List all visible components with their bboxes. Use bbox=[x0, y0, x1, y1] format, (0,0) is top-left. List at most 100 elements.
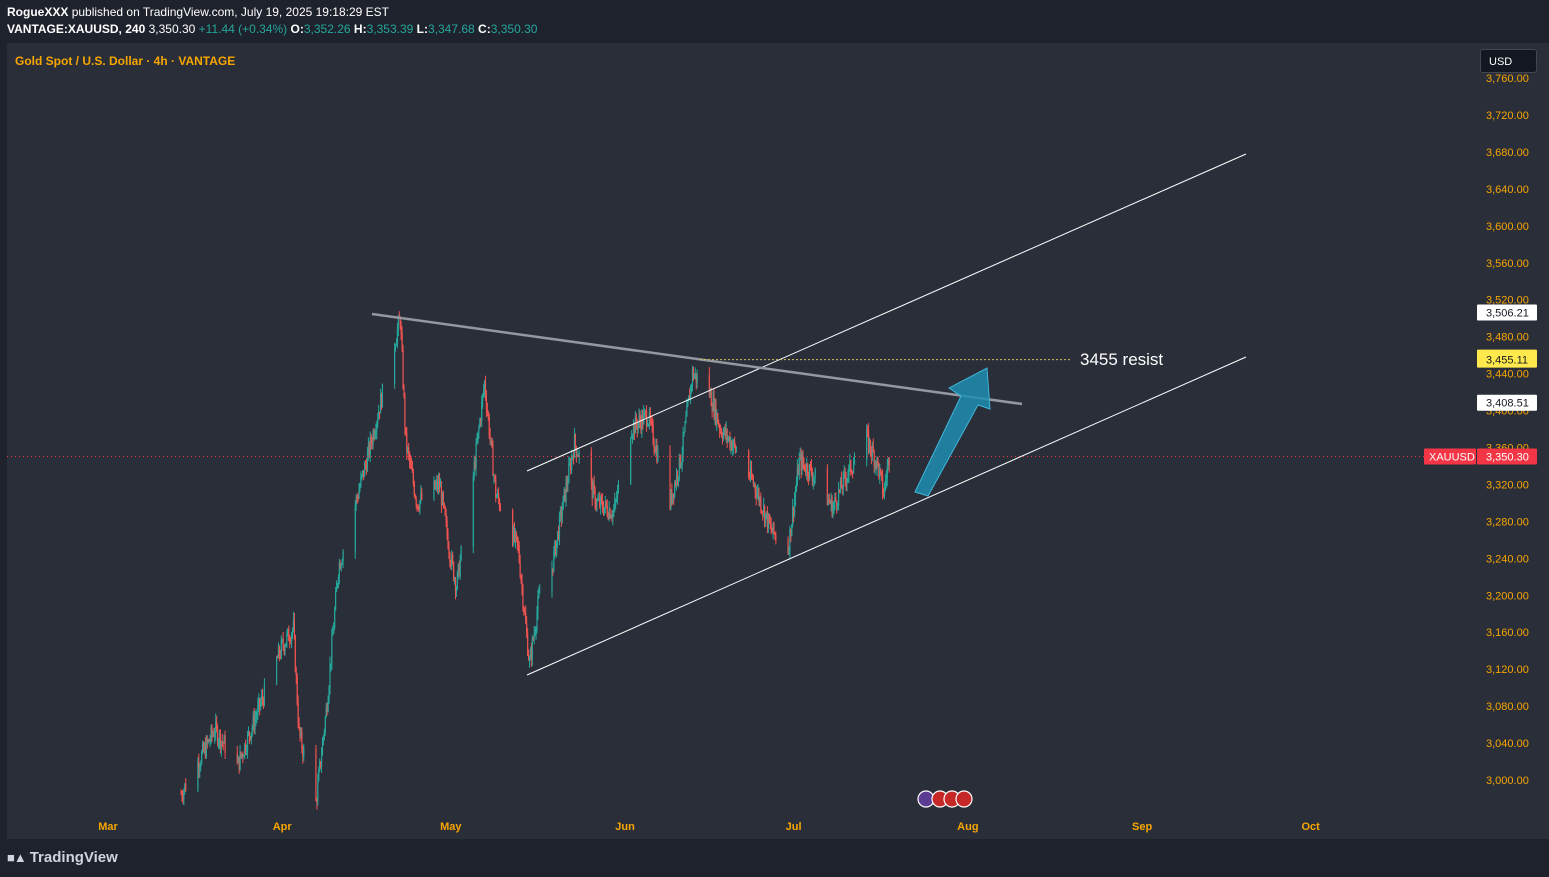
candle-body bbox=[335, 591, 337, 610]
candle-body bbox=[805, 470, 807, 474]
candle-body bbox=[577, 455, 579, 458]
chart-pane[interactable] bbox=[7, 43, 1477, 839]
candle-body bbox=[600, 496, 602, 507]
x-tick-label: Jul bbox=[786, 821, 802, 833]
candle-body bbox=[640, 421, 642, 431]
last-price-header: 3,350.30 bbox=[148, 22, 196, 36]
candle-body bbox=[599, 498, 601, 507]
candle-body bbox=[475, 443, 477, 468]
candle-body bbox=[185, 783, 187, 791]
candle-body bbox=[559, 510, 562, 515]
candle-body bbox=[377, 418, 379, 423]
candle-body bbox=[728, 437, 730, 439]
candle-body bbox=[405, 427, 407, 434]
candle-body bbox=[809, 464, 812, 466]
open-label: O: bbox=[290, 22, 304, 36]
candle-body bbox=[734, 445, 737, 452]
candle-body bbox=[867, 429, 869, 431]
candle-body bbox=[364, 463, 367, 465]
y-tick-label: 3,560.00 bbox=[1486, 258, 1529, 270]
candle-body bbox=[400, 325, 402, 334]
candle-body bbox=[483, 381, 486, 391]
candle-body bbox=[758, 490, 760, 502]
tradingview-logo[interactable]: ■▲ TradingView bbox=[7, 849, 118, 866]
candle-body bbox=[257, 705, 259, 716]
low-value: 3,347.68 bbox=[427, 22, 475, 36]
publish-info: published on TradingView.com, July 19, 2… bbox=[71, 5, 390, 19]
economic-event-icon[interactable] bbox=[955, 790, 973, 808]
candle-body bbox=[410, 462, 413, 470]
candle-body bbox=[530, 650, 532, 660]
y-tick-label: 3,240.00 bbox=[1486, 553, 1529, 565]
candle-body bbox=[212, 734, 214, 736]
candle-body bbox=[341, 561, 343, 565]
candle-body bbox=[555, 541, 557, 555]
candle-body bbox=[789, 528, 791, 552]
candle-body bbox=[527, 633, 529, 655]
candle-body bbox=[411, 469, 414, 473]
candle-body bbox=[326, 706, 328, 712]
channel-lower-line[interactable] bbox=[526, 356, 1247, 676]
candle-body bbox=[689, 395, 691, 401]
candle-body bbox=[842, 473, 844, 490]
brand-label: TradingView bbox=[29, 849, 118, 866]
candle-body bbox=[202, 744, 204, 753]
candle-body bbox=[719, 430, 722, 432]
currency-button[interactable]: USD bbox=[1480, 49, 1537, 73]
candle-body bbox=[850, 460, 852, 473]
candle-body bbox=[836, 500, 838, 507]
candle-body bbox=[827, 499, 829, 506]
candle-body bbox=[716, 413, 718, 424]
candle-body bbox=[221, 741, 223, 743]
candle-body bbox=[829, 501, 831, 504]
candle-body bbox=[594, 488, 596, 506]
candle-body bbox=[733, 440, 735, 447]
bullish-arrow[interactable] bbox=[914, 367, 991, 497]
candle-body bbox=[244, 743, 246, 757]
candle-body bbox=[520, 576, 522, 582]
candle-body bbox=[595, 505, 597, 507]
candle-body bbox=[438, 480, 441, 487]
candle-body bbox=[339, 563, 341, 569]
candle-body bbox=[773, 522, 775, 533]
candle-body bbox=[369, 437, 371, 455]
candle-body bbox=[396, 328, 399, 343]
candle-body bbox=[724, 427, 726, 437]
candle-body bbox=[222, 742, 224, 744]
price-axis[interactable] bbox=[1477, 43, 1549, 839]
candle-body bbox=[810, 465, 813, 475]
descending-trendline[interactable] bbox=[371, 312, 1023, 406]
candle-body bbox=[527, 654, 530, 660]
candle-body bbox=[637, 423, 639, 430]
candle-body bbox=[711, 406, 713, 411]
candle-body bbox=[871, 445, 873, 456]
candle-body bbox=[401, 333, 403, 351]
y-tick-label: 3,200.00 bbox=[1486, 590, 1529, 602]
candle-body bbox=[793, 506, 795, 515]
candle-body bbox=[722, 432, 724, 440]
candle-body bbox=[454, 578, 457, 592]
candle-body bbox=[532, 638, 534, 640]
candle-body bbox=[561, 509, 563, 519]
candle-body bbox=[614, 500, 616, 511]
candle-body bbox=[359, 486, 361, 491]
price-label-3506: 3,506.21 bbox=[1486, 307, 1529, 319]
candle-body bbox=[808, 464, 811, 479]
candle-body bbox=[567, 482, 569, 486]
candle-body bbox=[451, 554, 453, 567]
candle-body bbox=[514, 532, 517, 541]
candle-body bbox=[394, 345, 397, 348]
candle-body bbox=[636, 424, 638, 430]
candle-body bbox=[688, 395, 690, 402]
candle-body bbox=[201, 752, 203, 764]
candle-body bbox=[732, 446, 734, 451]
candle-body bbox=[673, 493, 675, 497]
candle-body bbox=[489, 435, 491, 439]
candle-body bbox=[241, 753, 243, 757]
candle-body bbox=[286, 633, 288, 644]
author-name[interactable]: RogueXXX bbox=[7, 5, 69, 19]
candle-body bbox=[283, 646, 285, 652]
candle-body bbox=[249, 736, 251, 740]
channel-upper-line[interactable] bbox=[526, 153, 1247, 472]
